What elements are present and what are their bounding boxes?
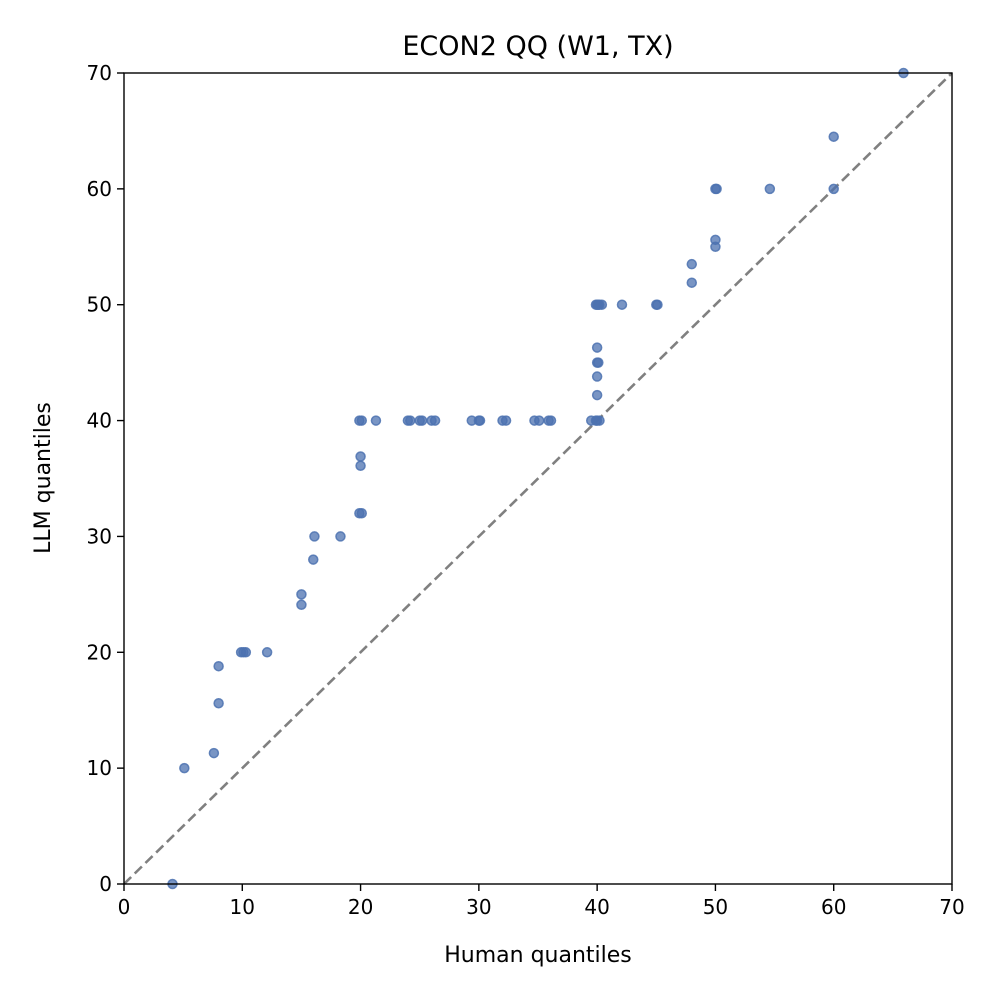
x-axis-label: Human quantiles <box>444 943 632 968</box>
data-point <box>711 183 722 195</box>
data-point <box>405 415 416 426</box>
data-point <box>309 531 320 542</box>
plot-frame <box>123 72 953 885</box>
chart-title: ECON2 QQ (W1, TX) <box>402 31 673 62</box>
y-tick-label: 60 <box>87 177 112 201</box>
data-point <box>616 299 628 310</box>
y-tick-label: 70 <box>87 61 112 85</box>
data-point <box>828 183 839 195</box>
data-point <box>591 371 603 382</box>
data-point <box>594 415 605 426</box>
y-axis-ticks: 0 10 20 30 40 50 60 70 <box>87 61 124 896</box>
y-tick-label: 10 <box>87 756 112 780</box>
data-point <box>764 183 776 195</box>
data-point <box>828 131 839 142</box>
x-tick-label: 0 <box>118 895 131 919</box>
data-point <box>296 589 307 600</box>
y-tick-label: 0 <box>99 872 112 896</box>
y-axis-label: LLM quantiles <box>31 402 56 554</box>
data-point <box>429 415 441 426</box>
data-point <box>355 451 366 462</box>
data-point <box>370 415 382 426</box>
x-tick-label: 50 <box>703 895 728 919</box>
data-point <box>355 460 366 472</box>
data-points <box>167 67 909 890</box>
data-point <box>335 531 346 542</box>
y-tick-label: 20 <box>87 640 112 664</box>
x-tick-label: 30 <box>466 895 491 919</box>
data-point <box>213 660 224 672</box>
y-tick-label: 30 <box>87 524 112 548</box>
data-point <box>356 508 368 519</box>
data-point <box>591 389 603 401</box>
data-point <box>308 554 319 565</box>
data-point <box>545 415 557 426</box>
x-tick-label: 60 <box>821 895 846 919</box>
data-point <box>596 299 608 310</box>
data-point <box>240 647 252 658</box>
data-point <box>710 234 721 246</box>
y-tick-label: 50 <box>87 293 112 317</box>
data-point <box>593 357 604 368</box>
data-point <box>296 599 307 611</box>
data-point <box>500 415 512 426</box>
y-tick-label: 40 <box>87 409 112 433</box>
x-tick-label: 20 <box>348 895 373 919</box>
x-axis-ticks: 0 10 20 30 40 50 60 70 <box>118 884 965 919</box>
plot-area <box>123 67 953 890</box>
data-point <box>474 415 486 426</box>
data-point <box>208 747 220 759</box>
data-point <box>533 415 545 426</box>
data-point <box>261 647 273 658</box>
data-point <box>591 342 603 353</box>
data-point <box>356 415 368 426</box>
x-tick-label: 70 <box>939 895 964 919</box>
data-point <box>416 415 428 426</box>
data-point <box>686 258 698 270</box>
data-point <box>213 698 224 709</box>
x-tick-label: 40 <box>584 895 609 919</box>
data-point <box>652 299 663 310</box>
x-tick-label: 10 <box>230 895 255 919</box>
data-point <box>686 277 698 288</box>
reference-diagonal-line <box>123 72 953 885</box>
data-point <box>179 762 190 774</box>
